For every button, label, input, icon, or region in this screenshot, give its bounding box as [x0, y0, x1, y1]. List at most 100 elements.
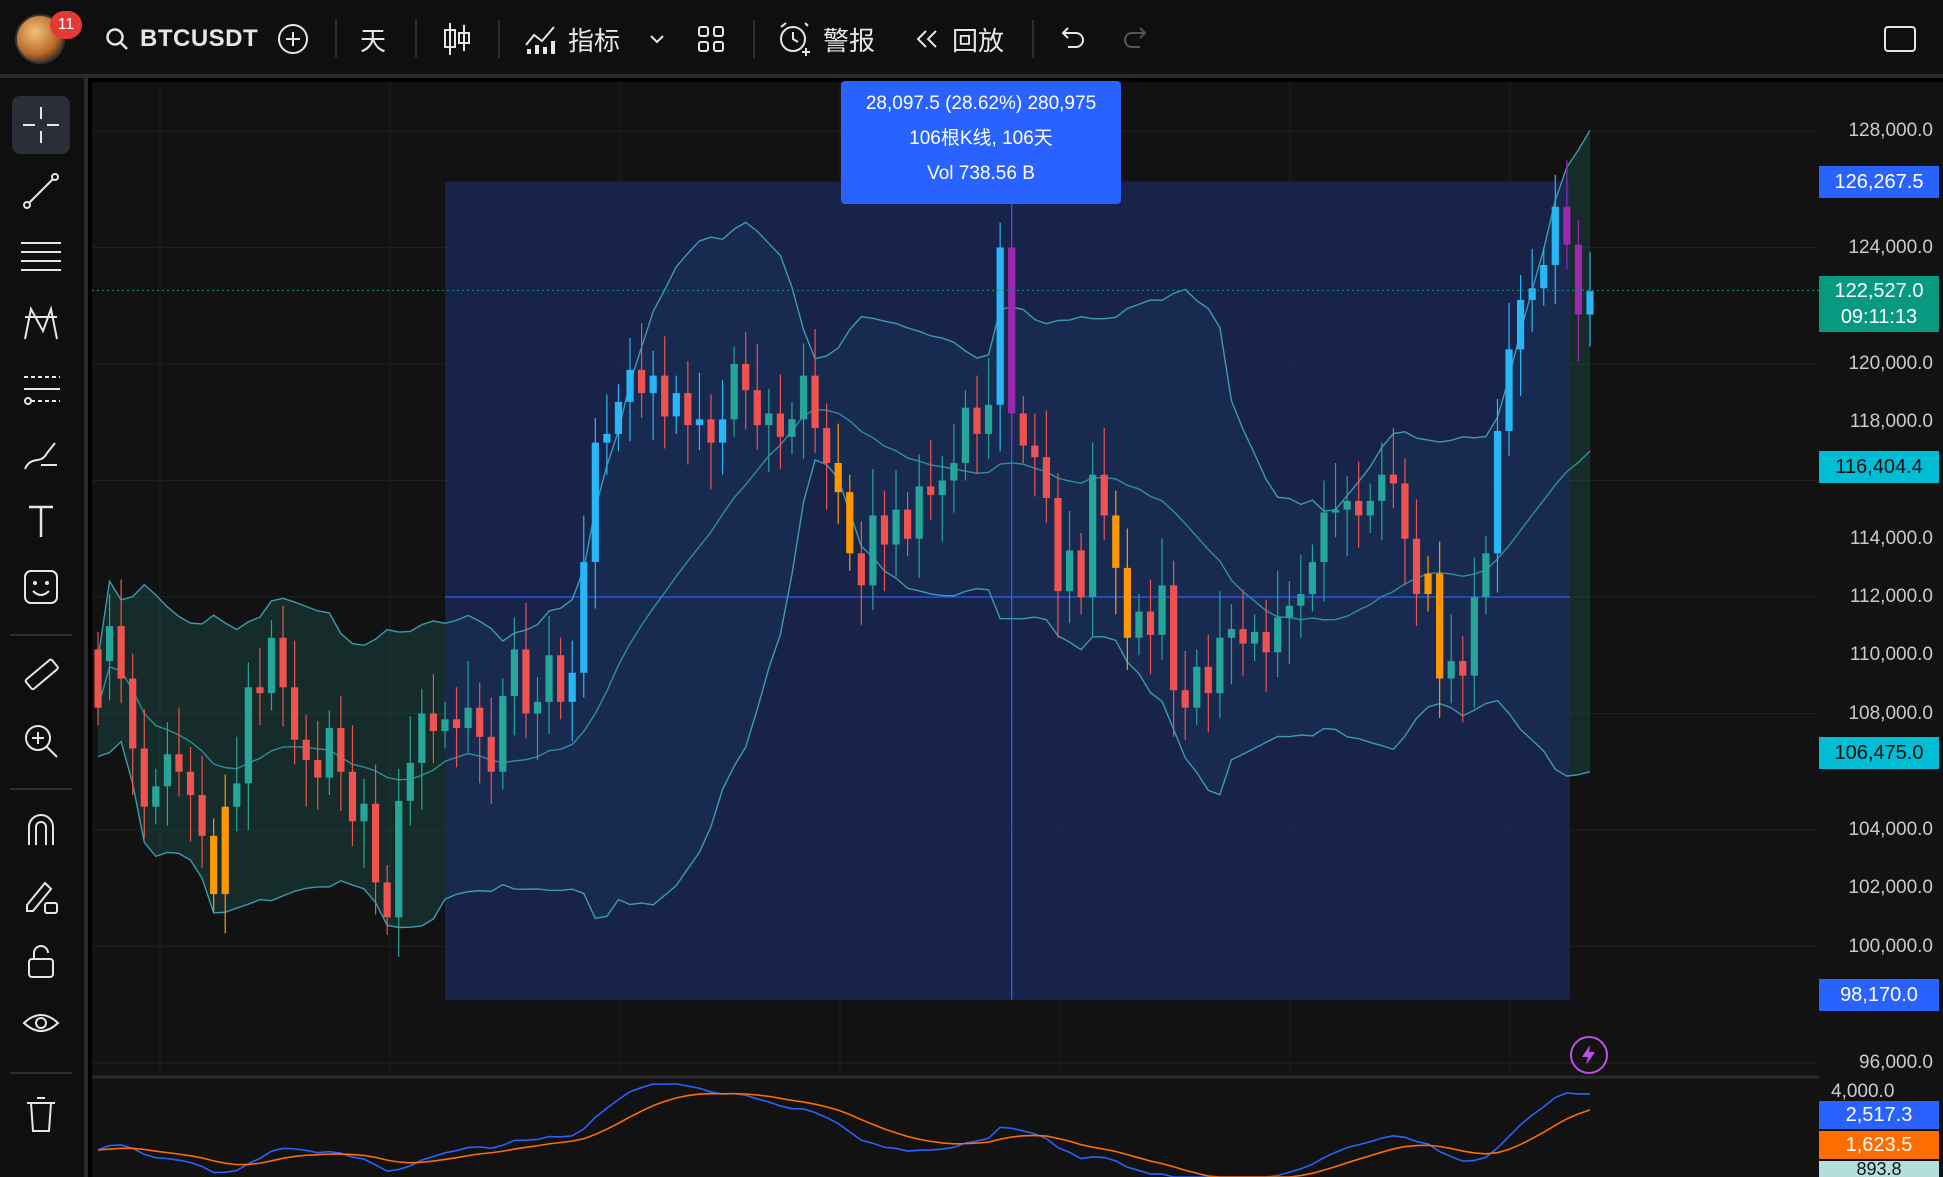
- price-tick: 96,000.0: [1859, 1052, 1933, 1073]
- lock-draw-icon: [26, 881, 58, 914]
- candle-body: [302, 739, 310, 761]
- layout-button[interactable]: [696, 0, 726, 78]
- text-tool[interactable]: [12, 492, 70, 550]
- lock-tool[interactable]: [12, 932, 70, 990]
- delete-drawings-tool[interactable]: [12, 1086, 70, 1144]
- candle-body: [718, 419, 727, 443]
- candle-body: [105, 626, 114, 662]
- candle-body: [348, 771, 357, 822]
- emoji-icon: [24, 570, 58, 604]
- candle-body: [846, 492, 854, 554]
- candle-body: [1239, 629, 1247, 644]
- price-tick: 112,000.0: [1849, 586, 1933, 607]
- candle-body: [464, 707, 472, 729]
- candle-body: [637, 369, 646, 394]
- candle-body: [1262, 631, 1270, 653]
- price-tick: 124,000.0: [1848, 236, 1933, 258]
- macd-value-label: 2,517.3: [1819, 1101, 1939, 1129]
- chart-type-button[interactable]: [442, 0, 472, 78]
- candle-body: [163, 754, 171, 787]
- bollinger-basis-line: [97, 408, 1591, 781]
- candle-body: [337, 728, 345, 772]
- indicators-button[interactable]: 指标: [524, 0, 620, 78]
- candle-body: [1008, 247, 1016, 414]
- price-tick: 102,000.0: [1848, 877, 1933, 899]
- candle-body: [452, 719, 461, 729]
- chart-pane[interactable]: [92, 82, 1819, 1177]
- alert-button[interactable]: 警报: [777, 0, 875, 78]
- indicators-dropdown[interactable]: [648, 0, 666, 78]
- crosshair-tool[interactable]: [12, 96, 70, 154]
- price-tick: 114,000.0: [1849, 527, 1933, 549]
- emoji-tool[interactable]: [12, 558, 70, 616]
- forecast-tool[interactable]: [12, 360, 70, 418]
- lock-drawings-tool[interactable]: [12, 866, 70, 924]
- price-axis[interactable]: 128,000.0 124,000.0 120,000.0 118,000.0 114,…: [1819, 82, 1943, 1177]
- candle-body: [1586, 291, 1594, 315]
- trend-line-tool[interactable]: [12, 162, 70, 220]
- candle-body: [1054, 497, 1062, 592]
- ruler-icon: [24, 658, 59, 691]
- redo-button[interactable]: [1122, 0, 1152, 78]
- candle-body: [1505, 349, 1513, 431]
- candle-body: [580, 562, 588, 673]
- candle-body: [1470, 597, 1478, 676]
- brush-icon: [24, 442, 57, 470]
- measure-tool[interactable]: [12, 646, 70, 704]
- forecast-icon: [24, 376, 60, 405]
- candle-body: [1331, 509, 1340, 513]
- candle-body: [1100, 474, 1108, 516]
- price-tick: 104,000.0: [1848, 819, 1933, 840]
- candle-body: [186, 771, 195, 796]
- replay-label: 回放: [952, 25, 1005, 56]
- current-price-label: 122,527.0 09:11:13: [1819, 276, 1939, 332]
- candle-body: [1042, 457, 1051, 498]
- candlestick-chart[interactable]: [92, 82, 1819, 1177]
- candle-body: [1401, 483, 1409, 539]
- undo-button[interactable]: [1056, 0, 1086, 78]
- candle-body: [117, 626, 125, 679]
- quick-trade-button[interactable]: [1570, 1036, 1608, 1074]
- trend-line-icon: [23, 173, 59, 209]
- magnet-tool[interactable]: [12, 800, 70, 858]
- eye-icon: [22, 1014, 60, 1032]
- candle-body: [429, 713, 438, 731]
- trash-icon: [27, 1097, 55, 1132]
- candle-body: [626, 369, 634, 402]
- zoom-tool[interactable]: [12, 712, 70, 770]
- candle-body: [1216, 637, 1224, 694]
- candle-body: [1308, 562, 1317, 595]
- candle-body: [1158, 585, 1166, 635]
- brush-tool[interactable]: [12, 426, 70, 484]
- indicators-chart-icon: [525, 26, 555, 54]
- interval-button[interactable]: 天: [360, 0, 386, 78]
- notification-badge: 11: [50, 11, 82, 39]
- fullscreen-button[interactable]: [1883, 0, 1917, 78]
- undo-icon: [1061, 27, 1084, 48]
- candle-body: [557, 655, 565, 702]
- compare-symbol-button[interactable]: [276, 0, 310, 78]
- candle-body: [880, 515, 889, 545]
- candle-body: [371, 803, 380, 883]
- replay-button[interactable]: 回放: [912, 0, 1004, 78]
- rewind-icon: [916, 30, 937, 48]
- candle-body: [418, 713, 426, 764]
- symbol-search-button[interactable]: BTCUSDT: [104, 0, 258, 78]
- indicators-label: 指标: [568, 25, 621, 56]
- measure-volume: Vol 738.56 B: [927, 163, 1035, 184]
- crosshair-icon: [23, 107, 59, 143]
- pattern-tool[interactable]: [12, 294, 70, 352]
- add-circle-icon: [278, 24, 308, 54]
- hide-drawings-tool[interactable]: [12, 996, 70, 1054]
- magnet-icon: [28, 814, 54, 845]
- chevron-down-icon: [650, 35, 664, 44]
- bollinger-upper-line: [97, 129, 1591, 659]
- candle-body: [314, 760, 322, 778]
- candle-body: [742, 364, 750, 391]
- candle-body: [1412, 538, 1421, 595]
- candle-body: [476, 707, 484, 737]
- candle-body: [649, 375, 657, 394]
- fib-tool[interactable]: [12, 228, 70, 286]
- candle-body: [961, 407, 970, 464]
- zoom-in-icon: [25, 725, 58, 758]
